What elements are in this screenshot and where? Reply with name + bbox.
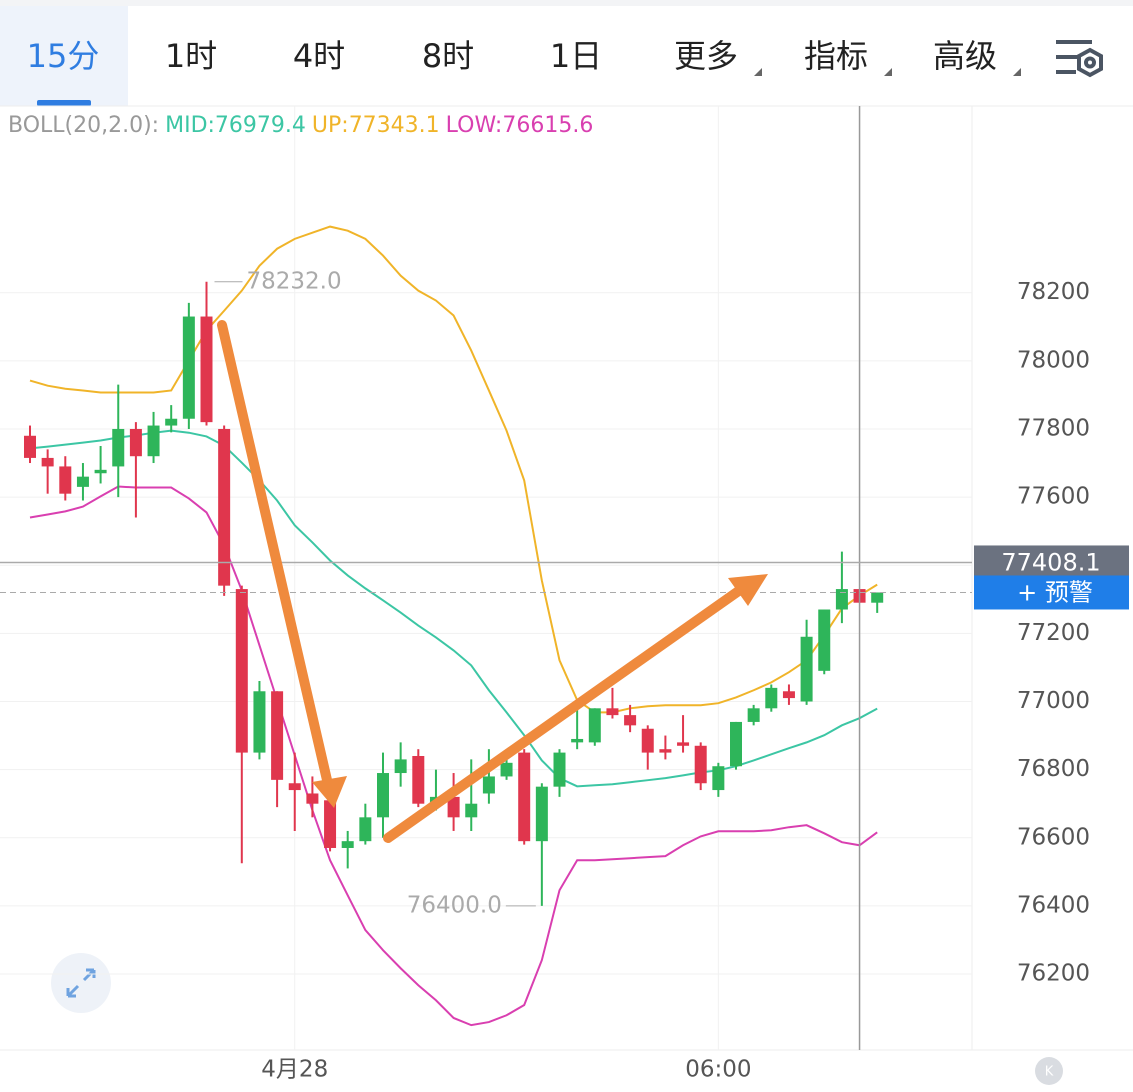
- scroll-end-button[interactable]: [1035, 1057, 1063, 1085]
- candle-body: [624, 715, 637, 726]
- candle-body: [253, 691, 266, 753]
- timeframe-tab[interactable]: 8时: [422, 37, 474, 75]
- x-tick-label: 4月28: [261, 1057, 328, 1083]
- candle-body: [641, 728, 654, 753]
- candle-body: [288, 783, 301, 791]
- candle-body: [818, 609, 831, 671]
- candle-body: [553, 752, 566, 787]
- candle-body: [24, 435, 36, 458]
- expand-button[interactable]: [51, 953, 111, 1013]
- extreme-label: 78232.0: [247, 268, 342, 294]
- y-tick-label: 76800: [1017, 756, 1090, 782]
- y-tick-label: 78000: [1017, 347, 1090, 373]
- boll-up-line: [29, 225, 878, 714]
- settings-icon[interactable]: [1056, 40, 1103, 78]
- y-tick-label: 76400: [1017, 892, 1090, 918]
- candle-body: [94, 469, 107, 474]
- candle-body: [129, 428, 142, 457]
- candle-body: [76, 476, 89, 487]
- last-price-label: 77408.1: [1001, 548, 1100, 576]
- candle-body: [165, 418, 178, 426]
- y-tick-label: 77000: [1017, 688, 1090, 714]
- indicator-legend: BOLL(20,2.0): MID:76979.4 UP:77343.1 LOW:76…: [8, 113, 593, 138]
- timeframe-tab[interactable]: 1时: [165, 37, 217, 75]
- extreme-label: 76400.0: [407, 892, 502, 918]
- alert-button[interactable]: + 预警: [1017, 578, 1093, 606]
- candle-body: [341, 841, 354, 848]
- candle-body: [782, 691, 795, 699]
- candle-body: [412, 756, 425, 804]
- candle-body: [659, 749, 672, 753]
- candle-body: [59, 466, 72, 494]
- y-tick-label: 77800: [1017, 415, 1090, 441]
- candle-body: [359, 817, 372, 842]
- candle-body: [712, 766, 725, 791]
- y-tick-label: 78200: [1017, 279, 1090, 305]
- candle-body: [182, 316, 195, 419]
- dropdown-caret: [884, 68, 892, 76]
- legend-up: UP:77343.1: [312, 113, 440, 138]
- active-tab-indicator: [37, 100, 91, 106]
- candle-body: [677, 742, 690, 746]
- candle-body: [800, 636, 813, 702]
- candle-body: [730, 721, 742, 767]
- alert-button-bg[interactable]: [974, 575, 1129, 610]
- candle-body: [200, 316, 213, 423]
- candle-body: [765, 687, 778, 709]
- candle-body: [147, 425, 160, 457]
- candle-body: [871, 592, 884, 603]
- candle-body: [324, 800, 337, 848]
- last-price-box: [974, 545, 1129, 580]
- candle-body: [394, 759, 407, 774]
- candle-body: [482, 776, 495, 794]
- candle-body: [235, 589, 248, 753]
- boll-mid-line: [29, 429, 878, 788]
- x-tick-label: 06:00: [685, 1057, 751, 1083]
- y-tick-label: 76200: [1017, 961, 1090, 987]
- candle-body: [41, 457, 54, 467]
- candle-body: [588, 708, 601, 743]
- active-tab-bg: [0, 6, 128, 106]
- candle-body: [447, 796, 460, 818]
- legend-mid: MID:76979.4: [165, 113, 306, 138]
- candle-body: [112, 428, 125, 467]
- timeframe-tab[interactable]: 指标: [804, 37, 868, 75]
- candle-body: [218, 428, 231, 586]
- candle-body: [606, 708, 619, 716]
- candle-body: [835, 589, 848, 610]
- candle-body: [500, 762, 513, 777]
- candle-body: [306, 793, 319, 804]
- legend-low: LOW:76615.6: [446, 113, 594, 138]
- boll-low-line: [29, 485, 878, 1027]
- legend-label: BOLL(20,2.0):: [8, 113, 159, 138]
- timeframe-tab[interactable]: 更多: [674, 37, 738, 75]
- timeframe-tab[interactable]: 1日: [550, 37, 602, 75]
- scroll-end-icon: K: [1045, 1065, 1054, 1080]
- candle-body: [465, 803, 478, 818]
- plot: 7620076400766007680077000772007740077600…: [0, 106, 1133, 1083]
- timeframe-tab[interactable]: 15分: [27, 37, 100, 75]
- timeframe-tab[interactable]: 高级: [933, 37, 997, 75]
- dropdown-caret: [1013, 68, 1021, 76]
- y-tick-label: 77200: [1017, 620, 1090, 646]
- top-strip: [0, 0, 1133, 6]
- candle-body: [518, 752, 531, 842]
- candle-body: [571, 738, 584, 743]
- y-tick-label: 77600: [1017, 484, 1090, 510]
- candle-body: [535, 786, 548, 842]
- candle-body: [377, 773, 389, 818]
- timeframe-tab[interactable]: 4时: [293, 37, 345, 75]
- candle-body: [271, 691, 284, 780]
- trend-arrows: [217, 320, 768, 843]
- candle-body: [694, 745, 707, 784]
- dropdown-caret: [754, 68, 762, 76]
- candle-body: [747, 708, 760, 722]
- y-tick-label: 76600: [1017, 824, 1090, 850]
